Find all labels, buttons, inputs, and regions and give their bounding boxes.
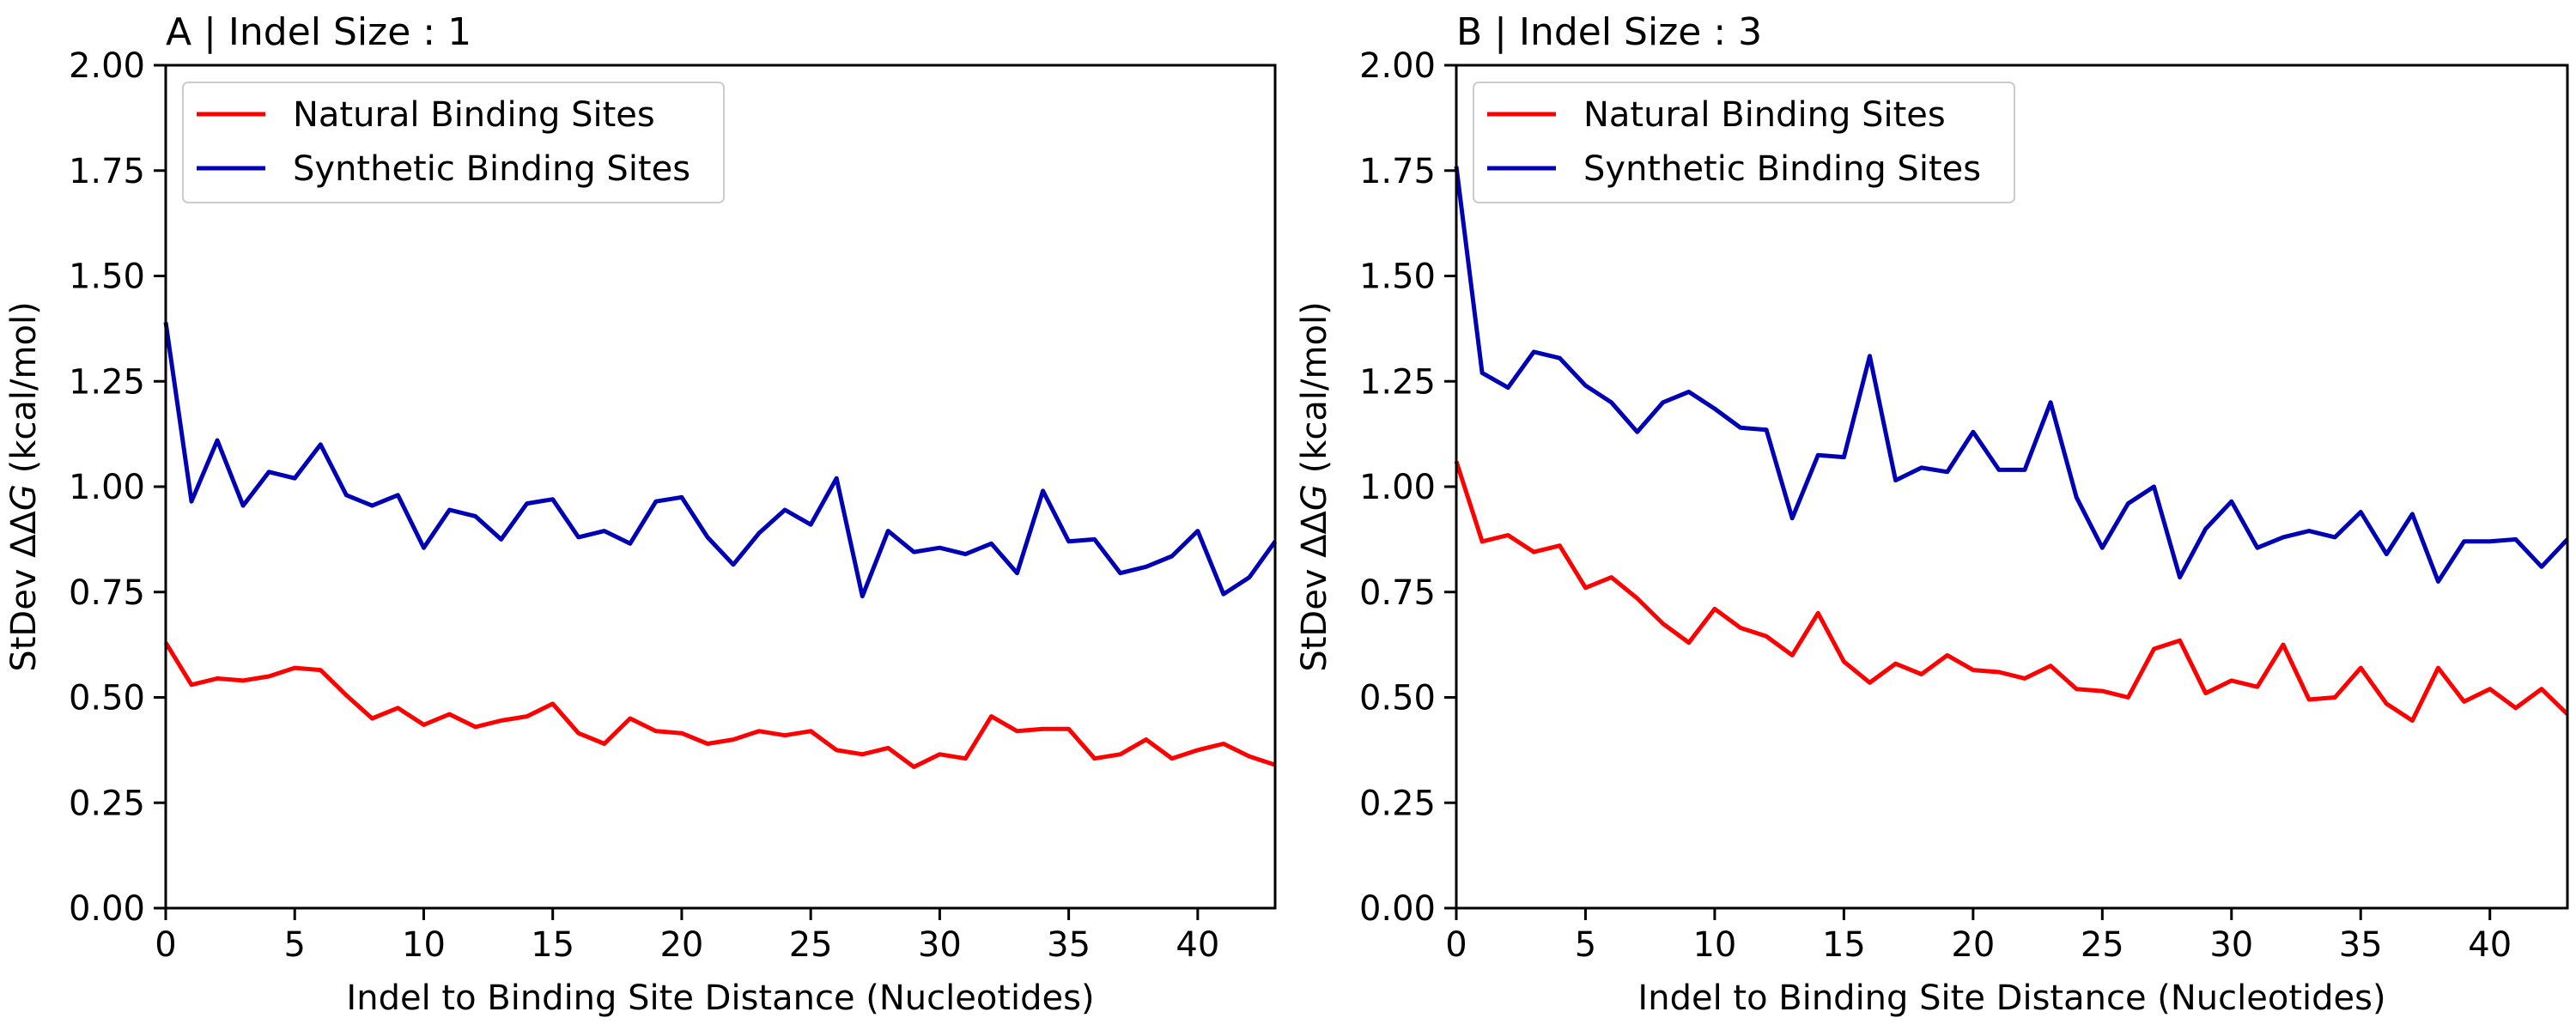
legend-label-synthetic: Synthetic Binding Sites: [1583, 149, 1981, 189]
y-tick-label: 1.25: [1359, 362, 1436, 402]
y-tick-label: 1.75: [69, 152, 145, 191]
y-axis-label-prefix: StDev ΔΔ: [1295, 510, 1334, 671]
x-tick-label: 20: [659, 925, 703, 965]
x-axis-label: Indel to Binding Site Distance (Nucleoti…: [346, 978, 1094, 1018]
y-tick-label: 0.25: [1359, 784, 1436, 823]
legend-label-synthetic: Synthetic Binding Sites: [293, 149, 690, 189]
y-tick-label: 0.00: [69, 889, 145, 929]
y-axis-label-variable: G: [1295, 484, 1334, 511]
y-axis-label-unit: (kcal/mol): [1295, 301, 1334, 484]
x-tick-label: 25: [2081, 925, 2124, 965]
x-tick-label: 35: [1047, 925, 1091, 965]
x-tick-label: 10: [1692, 925, 1736, 965]
x-tick-label: 5: [284, 925, 306, 965]
x-tick-label: 30: [2209, 925, 2253, 965]
y-tick-label: 1.75: [1359, 152, 1436, 191]
y-tick-label: 0.75: [69, 573, 145, 613]
y-tick-label: 1.50: [1359, 258, 1436, 297]
y-axis-label: StDev ΔΔG (kcal/mol): [4, 301, 44, 671]
y-tick-label: 1.50: [69, 258, 145, 297]
y-tick-label: 0.50: [69, 679, 145, 718]
x-tick-label: 15: [531, 925, 574, 965]
y-axis-ticks: 0.00 0.25 0.50 0.75 1.00 1.25 1.50 1.75 2.00: [1359, 46, 1456, 929]
legend-box: [1473, 82, 2015, 203]
x-tick-label: 20: [1951, 925, 1995, 965]
legend-label-natural: Natural Binding Sites: [1583, 95, 1946, 135]
chart-title: B | Indel Size : 3: [1456, 10, 1762, 54]
chart-panel-a: A | Indel Size : 1 0 5 10 15 20 25 30 35 40 0.00…: [4, 10, 1278, 1018]
x-axis-ticks: 0 5 10 15 20 25 30 35 40: [1445, 908, 2512, 965]
x-tick-label: 10: [402, 925, 446, 965]
x-tick-label: 35: [2339, 925, 2383, 965]
x-tick-label: 30: [918, 925, 962, 965]
y-axis-label: StDev ΔΔG (kcal/mol): [1295, 301, 1334, 671]
legend-label-natural: Natural Binding Sites: [293, 95, 655, 135]
series-line-natural: [1454, 460, 2569, 723]
series-line-synthetic: [163, 322, 1278, 599]
series-line-natural: [163, 641, 1276, 769]
series-layer: [163, 322, 1278, 769]
y-tick-label: 2.00: [1359, 46, 1436, 86]
x-axis-label: Indel to Binding Site Distance (Nucleoti…: [1637, 978, 2385, 1018]
chart-panel-b: B | Indel Size : 3 0 5 10 15 20 25 30 35 40 0.00…: [1295, 10, 2569, 1018]
y-axis-ticks: 0.00 0.25 0.50 0.75 1.00 1.25 1.50 1.75 2.00: [69, 46, 166, 929]
x-tick-label: 40: [1176, 925, 1219, 965]
y-tick-label: 1.00: [1359, 468, 1436, 507]
series-line-synthetic: [1454, 166, 2569, 584]
x-tick-label: 0: [1445, 925, 1467, 965]
y-tick-label: 1.25: [69, 362, 145, 402]
y-tick-label: 0.25: [69, 784, 145, 823]
y-axis-label-variable: G: [4, 484, 44, 511]
legend: Natural Binding Sites Synthetic Binding …: [1473, 82, 2015, 203]
legend-box: [182, 82, 725, 203]
y-axis-label-prefix: StDev ΔΔ: [4, 510, 44, 671]
y-tick-label: 0.00: [1359, 889, 1436, 929]
y-tick-label: 0.50: [1359, 679, 1436, 718]
y-axis-label-unit: (kcal/mol): [4, 301, 44, 484]
y-tick-label: 1.00: [69, 468, 145, 507]
x-tick-label: 25: [789, 925, 833, 965]
series-layer: [1454, 166, 2569, 723]
x-tick-label: 15: [1822, 925, 1866, 965]
x-tick-label: 5: [1575, 925, 1596, 965]
y-tick-label: 0.75: [1359, 573, 1436, 613]
x-tick-label: 40: [2468, 925, 2512, 965]
x-axis-ticks: 0 5 10 15 20 25 30 35 40: [155, 908, 1219, 965]
chart-title: A | Indel Size : 1: [166, 10, 471, 54]
x-tick-label: 0: [155, 925, 176, 965]
y-tick-label: 2.00: [69, 46, 145, 86]
legend: Natural Binding Sites Synthetic Binding …: [182, 82, 725, 203]
